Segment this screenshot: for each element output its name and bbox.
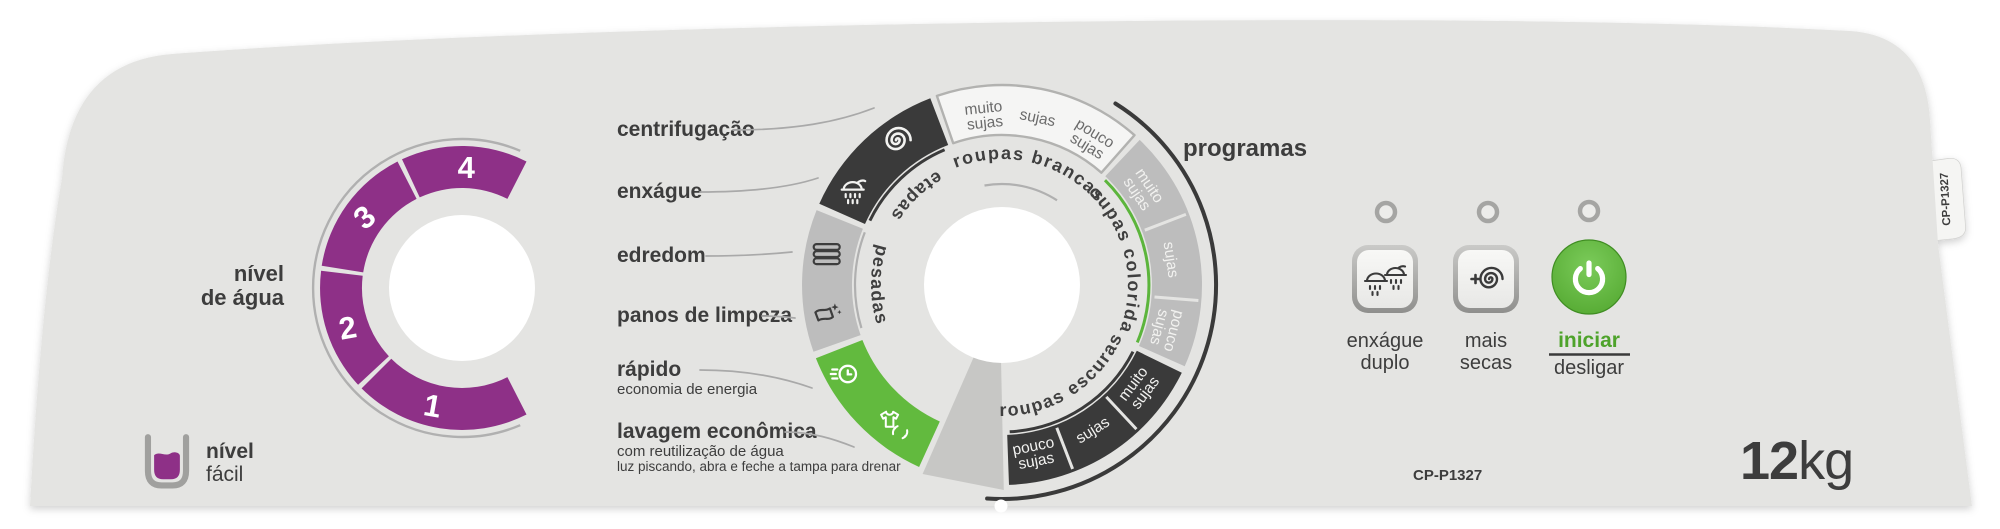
water-level-title-line1: nível	[234, 261, 284, 286]
label-lavagem: lavagem econômica	[617, 420, 817, 443]
connector-enxague	[699, 177, 819, 193]
water-level-dial: 4 3 2 1 nível de água	[201, 137, 535, 439]
extra-spin-label-line2: secas	[1460, 352, 1512, 374]
panel-notch	[994, 499, 1008, 513]
extra-spin-button[interactable]	[1453, 245, 1519, 313]
dirt-level-coloridas-sujas: sujas	[1160, 241, 1182, 280]
brand-logo: nível fácil	[148, 437, 254, 486]
svg-text:4: 4	[458, 150, 476, 185]
category-arc-pesadas	[853, 231, 866, 329]
divider-coloridas-1	[1144, 212, 1187, 232]
segment-etapas	[819, 98, 949, 224]
capacity-badge: 12kg	[1740, 431, 1853, 491]
underline-arc-brancas	[984, 182, 1058, 202]
divider-escuras-1	[1105, 395, 1138, 431]
svg-text:sujas: sujas	[1160, 241, 1182, 280]
divider-coloridas-2	[1154, 295, 1199, 302]
category-arc-escuras	[1009, 351, 1135, 434]
segment-coloridas	[1105, 139, 1202, 367]
water-level-title-line2: de água	[201, 285, 285, 310]
dial-pointer	[922, 353, 1004, 490]
connector-rapido	[699, 369, 813, 389]
off-label: desligar	[1554, 357, 1624, 379]
segment-brancas	[935, 83, 1136, 174]
svg-text:2: 2	[336, 309, 359, 346]
model-tab-label: CP-P1327	[1939, 172, 1954, 226]
label-rapido-sub: economia de energia	[617, 381, 758, 398]
label-lavagem-sub: com reutilização de água	[617, 443, 784, 460]
connector-edredom	[705, 251, 793, 257]
water-level-number-1: 1	[421, 387, 444, 424]
start-power-button[interactable]	[1551, 239, 1627, 315]
brand-line1: nível	[206, 440, 254, 463]
extra-spin-label-line1: mais	[1465, 330, 1507, 352]
label-lavagem-note: luz piscando, abra e feche a tampa para …	[617, 459, 901, 474]
svg-text:1: 1	[421, 387, 444, 424]
start-label: iniciar	[1558, 329, 1620, 352]
label-enxague: enxágue	[617, 180, 702, 203]
water-level-number-2: 2	[336, 309, 359, 346]
program-knob[interactable]	[924, 207, 1080, 363]
extra-rinse-label-line2: duplo	[1361, 352, 1410, 374]
label-centrifugacao: centrifugação	[617, 118, 755, 141]
model-tab	[1929, 157, 1966, 242]
model-number: CP-P1327	[1413, 467, 1482, 484]
label-rapido: rápido	[617, 358, 681, 381]
water-level-knob[interactable]	[389, 215, 535, 361]
water-segment-2	[320, 270, 389, 385]
dirt-level-brancas-muito: muitosujas	[964, 98, 1005, 134]
water-segment-4	[402, 146, 527, 199]
connector-centrifugacao	[732, 107, 875, 131]
programs-title: programas	[1183, 135, 1307, 162]
label-edredom: edredom	[617, 244, 706, 267]
extra-rinse-label-line1: enxágue	[1347, 330, 1424, 352]
divider-escuras-2	[1055, 427, 1075, 470]
led-extra-spin	[1479, 203, 1497, 221]
water-dial-outline	[311, 137, 521, 439]
connector-lavagem	[784, 431, 855, 448]
water-segment-3	[321, 161, 417, 273]
programas-bracket	[985, 101, 1219, 502]
svg-text:muitosujas: muitosujas	[964, 98, 1005, 134]
water-level-number-4: 4	[458, 150, 476, 185]
category-arc-etapas	[868, 148, 946, 222]
led-start	[1580, 202, 1598, 220]
water-segment-1	[361, 358, 527, 430]
brand-line2: fácil	[206, 463, 243, 486]
led-extra-rinse	[1377, 203, 1395, 221]
segment-escuras	[1007, 350, 1182, 485]
extra-rinse-button[interactable]	[1352, 245, 1418, 313]
label-panos: panos de limpeza	[617, 304, 792, 327]
program-legend: centrifugação enxágue edredom panos de l…	[617, 107, 901, 474]
connector-panos	[761, 315, 796, 319]
controls: enxágue duplo mais secas iniciar desliga…	[1347, 202, 1630, 379]
category-arc-coloridas	[1103, 179, 1151, 343]
